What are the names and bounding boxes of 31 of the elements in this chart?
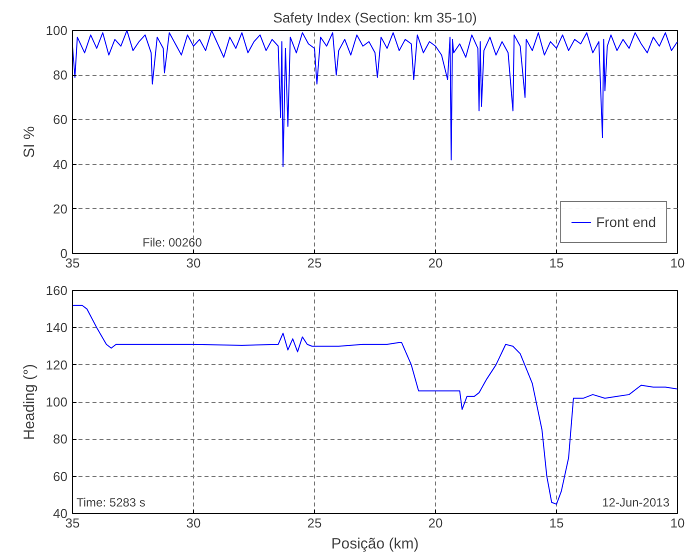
x-tick-label: 25 [307,256,322,270]
x-tick-label: 25 [307,516,322,530]
line-series [72,304,678,505]
y-tick-label: 60 [53,468,68,484]
legend-label: Front end [596,214,656,230]
y-tick-label: 80 [53,68,68,83]
x-tick-label: 20 [428,256,443,270]
x-tick-label: 15 [549,516,564,530]
y-tick-label: 160 [46,283,68,298]
x-tick-label: 20 [428,516,443,530]
y-tick-label: 100 [46,23,68,38]
y-tick-label: 80 [53,432,68,447]
x-tick-label: 10 [670,256,685,270]
y-tick-label: 140 [46,320,68,336]
annotation: Time: 5283 s [76,496,146,510]
x-tick-label: 30 [186,256,201,270]
y-axis-title: SI % [20,126,38,158]
x-tick-label: 10 [670,516,685,530]
y-tick-label: 40 [53,156,68,172]
annotation: 12-Jun-2013 [602,496,670,510]
y-axis-title: Heading (°) [20,364,38,440]
y-tick-label: 20 [53,201,68,216]
x-tick-label: 15 [549,256,564,270]
y-tick-label: 60 [53,112,68,128]
chart-title: Safety Index (Section: km 35-10) [273,10,477,26]
y-tick-label: 120 [46,357,68,372]
x-axis-title: Posição (km) [331,536,419,552]
annotation: File: 00260 [142,236,202,250]
line-series [72,30,678,168]
x-tick-label: 30 [186,516,201,530]
y-tick-label: 100 [46,394,68,410]
